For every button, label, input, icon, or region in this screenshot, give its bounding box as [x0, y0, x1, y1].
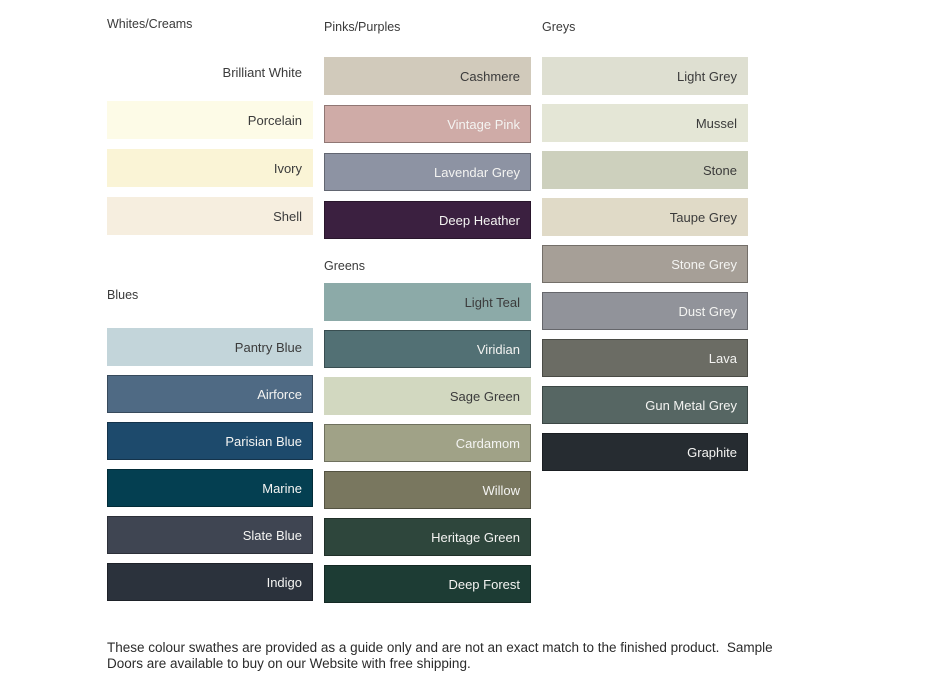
swatch-cardamom: Cardamom	[324, 424, 531, 462]
swatch-list-blues: Pantry Blue Airforce Parisian Blue Marine Sl…	[107, 328, 313, 601]
swatch-shell: Shell	[107, 197, 313, 235]
group-title-blues: Blues	[107, 288, 139, 302]
swatch-label: Shell	[273, 208, 302, 224]
swatch-stone-grey: Stone Grey	[542, 245, 748, 283]
swatch-label: Ivory	[273, 160, 302, 176]
swatch-stone: Stone	[542, 151, 748, 189]
swatch-graphite: Graphite	[542, 433, 748, 471]
swatch-sage-green: Sage Green	[324, 377, 531, 415]
colour-group-greens: Greens Light Teal Viridian Sage Green Carda…	[324, 259, 531, 612]
colour-group-blues: Blues Pantry Blue Airforce Parisian Blue Ma…	[107, 288, 313, 610]
swatch-label: Viridian	[476, 341, 520, 357]
swatch-mussel: Mussel	[542, 104, 748, 142]
swatch-label: Deep Heather	[439, 212, 520, 228]
swatch-label: Stone Grey	[671, 256, 737, 272]
swatch-dust-grey: Dust Grey	[542, 292, 748, 330]
swatch-label: Deep Forest	[448, 576, 520, 592]
swatch-light-grey: Light Grey	[542, 57, 748, 95]
swatch-label: Porcelain	[247, 112, 302, 128]
swatch-label: Stone	[703, 162, 737, 178]
footnote-line-2: Doors are available to buy on our Websit…	[107, 655, 471, 671]
swatch-gun-metal-grey: Gun Metal Grey	[542, 386, 748, 424]
swatch-label: Light Teal	[464, 294, 520, 310]
swatch-label: Dust Grey	[678, 303, 737, 319]
group-title-whites-creams: Whites/Creams	[107, 17, 193, 31]
swatch-label: Pantry Blue	[234, 339, 302, 355]
swatch-marine: Marine	[107, 469, 313, 507]
swatch-list-greys: Light Grey Mussel Stone Taupe Grey Stone Gre…	[542, 57, 748, 471]
swatch-willow: Willow	[324, 471, 531, 509]
swatch-vintage-pink: Vintage Pink	[324, 105, 531, 143]
swatch-deep-forest: Deep Forest	[324, 565, 531, 603]
swatch-label: Indigo	[266, 574, 302, 590]
swatch-label: Gun Metal Grey	[645, 397, 737, 413]
group-title-pinks-purples: Pinks/Purples	[324, 20, 401, 34]
swatch-list-pinks-purples: Cashmere Vintage Pink Lavendar Grey Deep He…	[324, 57, 531, 239]
swatch-label: Vintage Pink	[447, 116, 520, 132]
swatch-label: Marine	[262, 480, 302, 496]
swatch-label: Heritage Green	[431, 529, 520, 545]
swatch-label: Taupe Grey	[669, 209, 737, 225]
swatch-parisian-blue: Parisian Blue	[107, 422, 313, 460]
swatch-list-whites-creams: Brilliant White Porcelain Ivory Shell	[107, 53, 313, 235]
swatch-viridian: Viridian	[324, 330, 531, 368]
swatch-pantry-blue: Pantry Blue	[107, 328, 313, 366]
swatch-lavendar-grey: Lavendar Grey	[324, 153, 531, 191]
swatch-label: Cardamom	[455, 435, 520, 451]
swatch-label: Airforce	[257, 386, 302, 402]
swatch-label: Brilliant White	[222, 64, 302, 80]
swatch-cashmere: Cashmere	[324, 57, 531, 95]
swatch-indigo: Indigo	[107, 563, 313, 601]
swatch-label: Sage Green	[449, 388, 520, 404]
swatch-label: Parisian Blue	[225, 433, 302, 449]
colour-group-pinks-purples: Pinks/Purples Cashmere Vintage Pink Lavend…	[324, 20, 531, 249]
swatch-taupe-grey: Taupe Grey	[542, 198, 748, 236]
swatch-label: Willow	[482, 482, 520, 498]
swatch-heritage-green: Heritage Green	[324, 518, 531, 556]
swatch-label: Graphite	[687, 444, 737, 460]
swatch-light-teal: Light Teal	[324, 283, 531, 321]
swatch-label: Light Grey	[677, 68, 737, 84]
group-title-greens: Greens	[324, 259, 365, 273]
swatch-deep-heather: Deep Heather	[324, 201, 531, 239]
swatch-label: Cashmere	[460, 68, 520, 84]
footnote-line-1: These colour swathes are provided as a g…	[107, 640, 773, 655]
swatch-label: Lava	[708, 350, 737, 366]
swatch-label: Lavendar Grey	[434, 164, 520, 180]
swatch-label: Mussel	[695, 115, 737, 131]
swatch-lava: Lava	[542, 339, 748, 377]
swatch-list-greens: Light Teal Viridian Sage Green Cardamom Will…	[324, 283, 531, 603]
colour-group-greys: Greys Light Grey Mussel Stone Taupe Grey Sto…	[542, 20, 748, 480]
footnote: These colour swathes are provided as a g…	[107, 640, 807, 671]
swatch-porcelain: Porcelain	[107, 101, 313, 139]
group-title-greys: Greys	[542, 20, 576, 34]
swatch-label: Slate Blue	[242, 527, 302, 543]
swatch-brilliant-white: Brilliant White	[107, 53, 313, 91]
swatch-slate-blue: Slate Blue	[107, 516, 313, 554]
colour-group-whites-creams: Whites/Creams Brilliant White Porcelain Iv…	[107, 17, 313, 245]
swatch-airforce: Airforce	[107, 375, 313, 413]
swatch-ivory: Ivory	[107, 149, 313, 187]
